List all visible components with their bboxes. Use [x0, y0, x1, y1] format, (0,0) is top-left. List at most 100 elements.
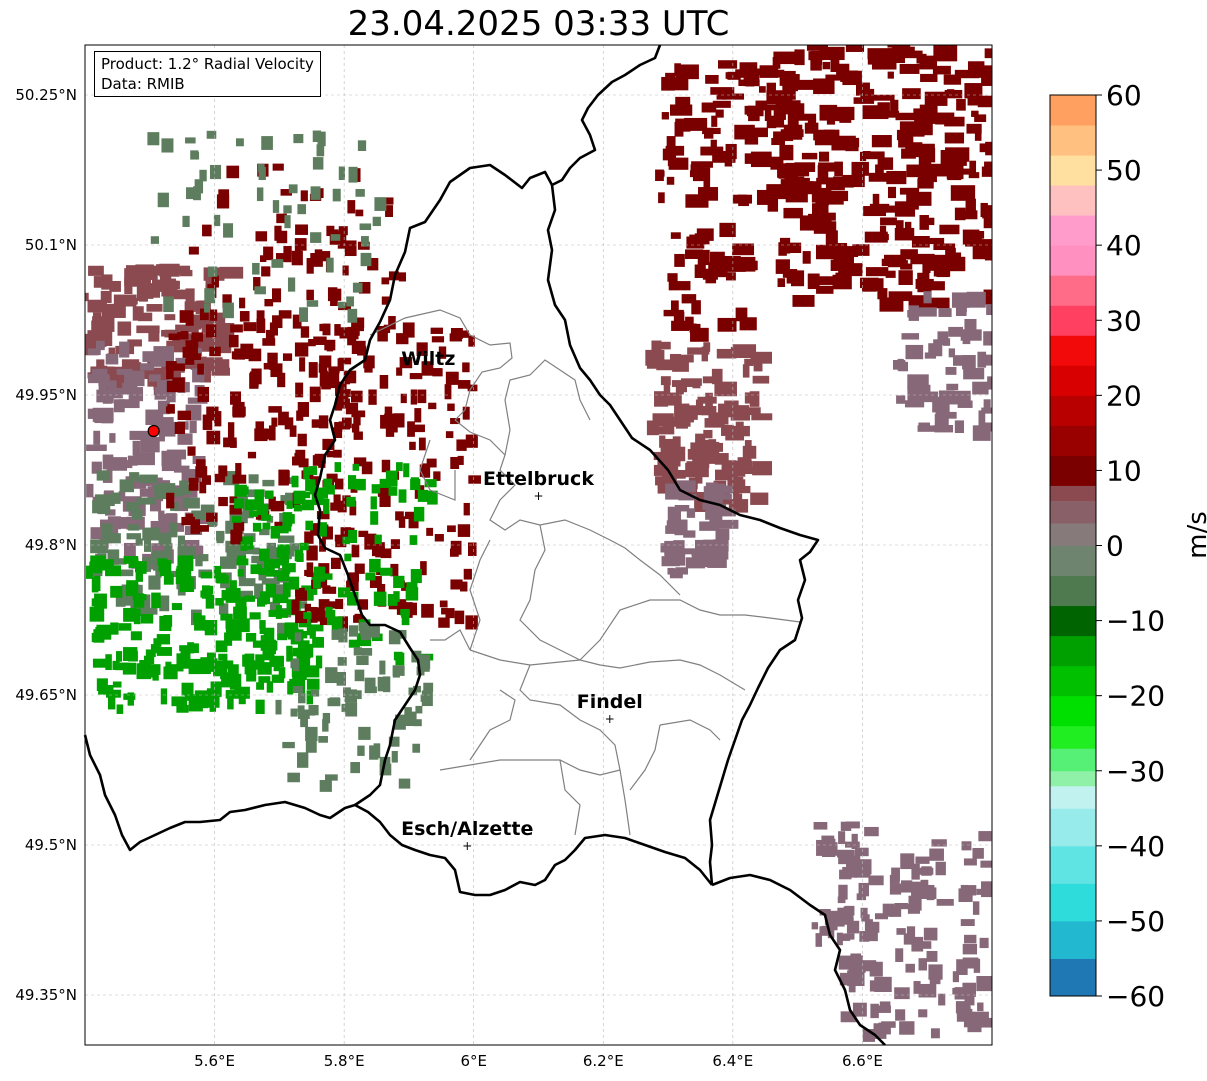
radar-echo-cell: [983, 422, 992, 432]
radar-echo-cell: [87, 330, 98, 346]
radar-echo-cell: [335, 381, 347, 396]
radar-echo-cell: [308, 362, 318, 378]
radar-echo-cell: [234, 498, 244, 509]
radar-echo-cell: [866, 921, 880, 933]
radar-echo-cell: [933, 45, 958, 62]
radar-echo-cell: [107, 380, 117, 395]
radar-echo-cell: [190, 519, 201, 534]
radar-echo-cell: [310, 186, 321, 200]
radar-echo-cell: [965, 199, 976, 214]
radar-echo-cell: [154, 387, 166, 400]
radar-echo-cell: [330, 586, 337, 594]
radar-echo-cell: [711, 368, 723, 385]
radar-echo-cell: [379, 763, 392, 776]
radar-echo-cell: [751, 413, 773, 421]
radar-echo-cell: [974, 114, 987, 123]
radar-echo-cell: [262, 338, 276, 346]
radar-echo-cell: [742, 445, 757, 459]
radar-echo-cell: [913, 108, 923, 116]
radar-echo-cell: [681, 294, 697, 304]
radar-echo-cell: [981, 407, 992, 414]
radar-echo-cell: [216, 575, 229, 584]
radar-echo-cell: [127, 455, 138, 466]
colorbar-segment: [1050, 95, 1096, 126]
radar-echo-cell: [235, 596, 247, 610]
radar-echo-cell: [150, 236, 159, 244]
radar-echo-cell: [739, 317, 757, 331]
radar-echo-cell: [651, 426, 675, 435]
radar-echo-cell: [978, 410, 986, 427]
radar-echo-cell: [877, 102, 890, 117]
radar-echo-cell: [163, 615, 173, 627]
radar-echo-cell: [938, 98, 948, 106]
radar-echo-cell: [264, 490, 274, 499]
radar-echo-cell: [173, 465, 190, 473]
radar-echo-cell: [920, 237, 945, 245]
radar-echo-cell: [351, 423, 360, 433]
radar-echo-cell: [232, 401, 245, 418]
radar-echo-cell: [735, 421, 744, 429]
radar-echo-cell: [691, 323, 701, 335]
radar-echo-cell: [379, 495, 391, 508]
radar-echo-cell: [920, 879, 929, 894]
radar-echo-cell: [762, 104, 780, 111]
radar-echo-cell: [752, 461, 773, 476]
radar-echo-cell: [244, 499, 258, 511]
radar-echo-cell: [342, 265, 349, 276]
radar-echo-cell: [91, 461, 102, 474]
radar-echo-cell: [694, 264, 706, 279]
radar-echo-cell: [427, 490, 438, 505]
radar-echo-cell: [360, 632, 372, 641]
radar-echo-cell: [810, 59, 822, 71]
radar-echo-cell: [135, 585, 143, 595]
y-tick-label: 50.1°N: [25, 236, 77, 254]
radar-echo-cell: [252, 640, 266, 648]
radar-echo-cell: [354, 669, 365, 682]
radar-echo-cell: [766, 184, 786, 198]
radar-echo-cell: [711, 115, 718, 127]
radar-echo-cell: [132, 440, 141, 456]
radar-echo-cell: [98, 381, 107, 392]
radar-echo-cell: [295, 610, 308, 624]
radar-echo-cell: [415, 705, 423, 714]
radar-echo-cell: [126, 501, 140, 512]
radar-echo-cell: [277, 544, 290, 555]
radar-echo-cell: [718, 403, 739, 418]
radar-echo-cell: [272, 560, 280, 569]
radar-echo-cell: [195, 525, 209, 532]
radar-echo-cell: [722, 93, 745, 100]
radar-echo-cell: [325, 601, 337, 609]
radar-echo-cell: [675, 422, 688, 429]
radar-echo-cell: [983, 215, 992, 229]
radar-echo-cell: [171, 696, 188, 707]
radar-echo-cell: [224, 632, 233, 646]
radar-echo-cell: [358, 281, 371, 294]
radar-echo-cell: [806, 45, 828, 51]
radar-echo-cell: [381, 277, 390, 285]
radar-echo-cell: [170, 502, 179, 511]
radar-echo-cell: [407, 421, 415, 437]
radar-echo-cell: [367, 258, 379, 271]
radar-echo-cell: [683, 530, 696, 538]
radar-echo-cell: [277, 630, 288, 641]
radar-echo-cell: [177, 535, 186, 548]
radar-echo-cell: [151, 543, 173, 555]
radar-echo-cell: [915, 278, 934, 289]
radar-echo-cell: [725, 72, 733, 79]
radar-echo-cell: [159, 595, 170, 612]
radar-echo-cell: [852, 244, 870, 256]
radar-echo-cell: [895, 112, 921, 121]
colorbar-segment: [1050, 770, 1096, 787]
radar-echo-cell: [460, 581, 468, 592]
radar-echo-cell: [278, 667, 286, 679]
radar-echo-cell: [201, 357, 223, 370]
radar-echo-cell: [887, 45, 911, 48]
radar-echo-cell: [135, 567, 143, 582]
radar-echo-cell: [197, 363, 204, 375]
radar-echo-cell: [360, 622, 369, 636]
radar-echo-cell: [88, 344, 97, 351]
radar-echo-cell: [101, 523, 113, 539]
radar-echo-cell: [326, 225, 335, 237]
radar-echo-cell: [879, 1001, 891, 1013]
radar-echo-cell: [865, 929, 878, 942]
